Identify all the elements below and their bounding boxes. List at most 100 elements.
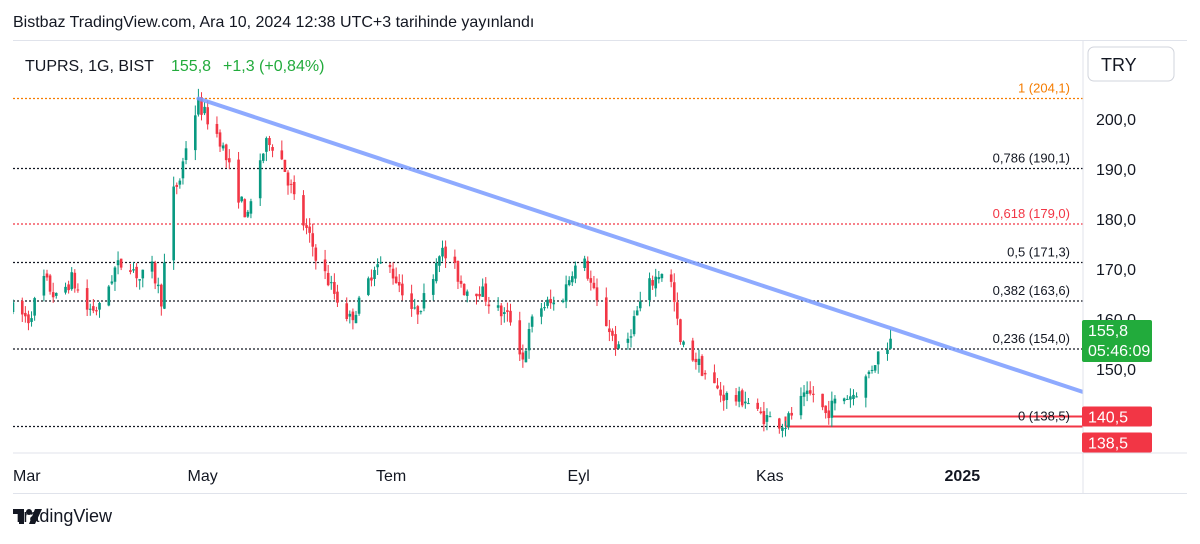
candle-body <box>42 275 46 296</box>
time-axis: Mar May Tem Eyl Kas 2025 <box>13 452 1187 485</box>
x-tick-1: May <box>187 468 217 485</box>
candle-body <box>246 211 250 217</box>
candle-41 <box>194 105 197 161</box>
chart-area[interactable]: 1 (204,1) 0,786 (190,1) 0,618 (179,0) 0,5 (… <box>13 40 1187 494</box>
candle-33 <box>156 277 160 294</box>
candle-87 <box>391 262 395 285</box>
candle-body <box>648 278 651 301</box>
candle-178 <box>784 420 787 437</box>
candle-body <box>224 144 228 161</box>
candle-body <box>73 272 77 289</box>
candle-body <box>781 427 784 431</box>
candle-body <box>765 415 769 422</box>
candle-body <box>24 312 27 317</box>
price-badge-0 <box>1082 320 1152 362</box>
candle-body <box>194 115 197 151</box>
candle-body <box>744 401 747 404</box>
candle-body <box>271 147 274 151</box>
candle-body <box>98 302 101 310</box>
candle-173 <box>762 401 766 432</box>
candle-115 <box>509 303 512 326</box>
candle-156 <box>691 337 695 362</box>
candle-188 <box>827 400 831 425</box>
price-badge-1 <box>1082 406 1152 427</box>
candle-body <box>487 304 491 307</box>
candle-body <box>240 196 243 202</box>
candle-body <box>160 284 163 307</box>
candle-50 <box>228 149 231 170</box>
candle-101 <box>453 249 457 269</box>
candle-body <box>441 247 444 257</box>
candle-107 <box>478 286 481 300</box>
candle-body <box>827 410 831 419</box>
candle-151 <box>669 269 673 288</box>
candle-6 <box>42 269 46 302</box>
candle-body <box>153 262 157 284</box>
y-tick-2: 180,0 <box>1096 212 1136 229</box>
candle-124 <box>549 289 552 309</box>
candle-body <box>740 390 744 406</box>
candle-96 <box>431 274 435 301</box>
candle-body <box>175 184 179 187</box>
candle-body <box>716 385 719 389</box>
candle-body <box>456 261 460 282</box>
candle-body <box>462 283 466 296</box>
candle-29 <box>138 279 141 290</box>
candle-body <box>583 258 586 269</box>
candle-body <box>119 258 123 268</box>
candle-body <box>617 344 620 349</box>
currency-button[interactable]: TRY <box>1087 46 1175 82</box>
candle-body <box>802 392 806 397</box>
candle-body <box>676 302 679 319</box>
candle-body <box>499 305 503 317</box>
candle-body <box>64 286 67 293</box>
candle-body <box>570 276 574 283</box>
candle-body <box>329 282 333 284</box>
candle-112 <box>499 302 503 326</box>
candle-114 <box>506 302 509 322</box>
candle-0 <box>13 299 15 315</box>
candle-138 <box>611 328 614 342</box>
candle-body <box>88 308 92 310</box>
candle-body <box>478 293 481 297</box>
candle-body <box>527 329 531 351</box>
candle-55 <box>249 198 253 219</box>
candle-body <box>611 330 614 336</box>
candle-13 <box>70 267 74 291</box>
candle-140 <box>617 341 620 349</box>
candle-body <box>85 288 89 310</box>
candle-body <box>308 226 311 233</box>
candle-30 <box>141 269 145 288</box>
candle-118 <box>524 348 528 363</box>
candle-body <box>552 302 556 305</box>
candle-134 <box>592 275 596 290</box>
candle-body <box>156 284 160 287</box>
candle-5 <box>33 296 36 321</box>
x-tick-3: Eyl <box>568 468 590 485</box>
candlestick-chart[interactable]: 1 (204,1) 0,786 (190,1) 0,618 (179,0) 0,5 (… <box>13 41 1187 493</box>
price-axis-bg <box>1083 41 1187 453</box>
candle-body <box>713 372 716 384</box>
candle-32 <box>153 260 157 290</box>
candle-168 <box>740 388 744 408</box>
candle-176 <box>778 417 781 434</box>
candle-body <box>388 264 392 268</box>
candle-body <box>419 311 423 313</box>
candle-136 <box>604 287 608 327</box>
candle-body <box>870 369 874 371</box>
candle-60 <box>271 144 274 158</box>
candle-body <box>249 201 253 214</box>
candle-body <box>178 180 182 185</box>
candle-body <box>660 274 664 279</box>
candle-69 <box>311 223 315 257</box>
fib-label-3: 0,5 (171,3) <box>1007 245 1070 260</box>
candle-131 <box>583 255 586 272</box>
candle-123 <box>546 296 549 309</box>
candle-body <box>824 405 827 414</box>
symbol-price: 155,8 <box>171 58 211 75</box>
candle-body <box>135 266 138 279</box>
candle-body <box>549 298 552 304</box>
candle-body <box>20 300 24 315</box>
candle-24 <box>116 251 120 275</box>
